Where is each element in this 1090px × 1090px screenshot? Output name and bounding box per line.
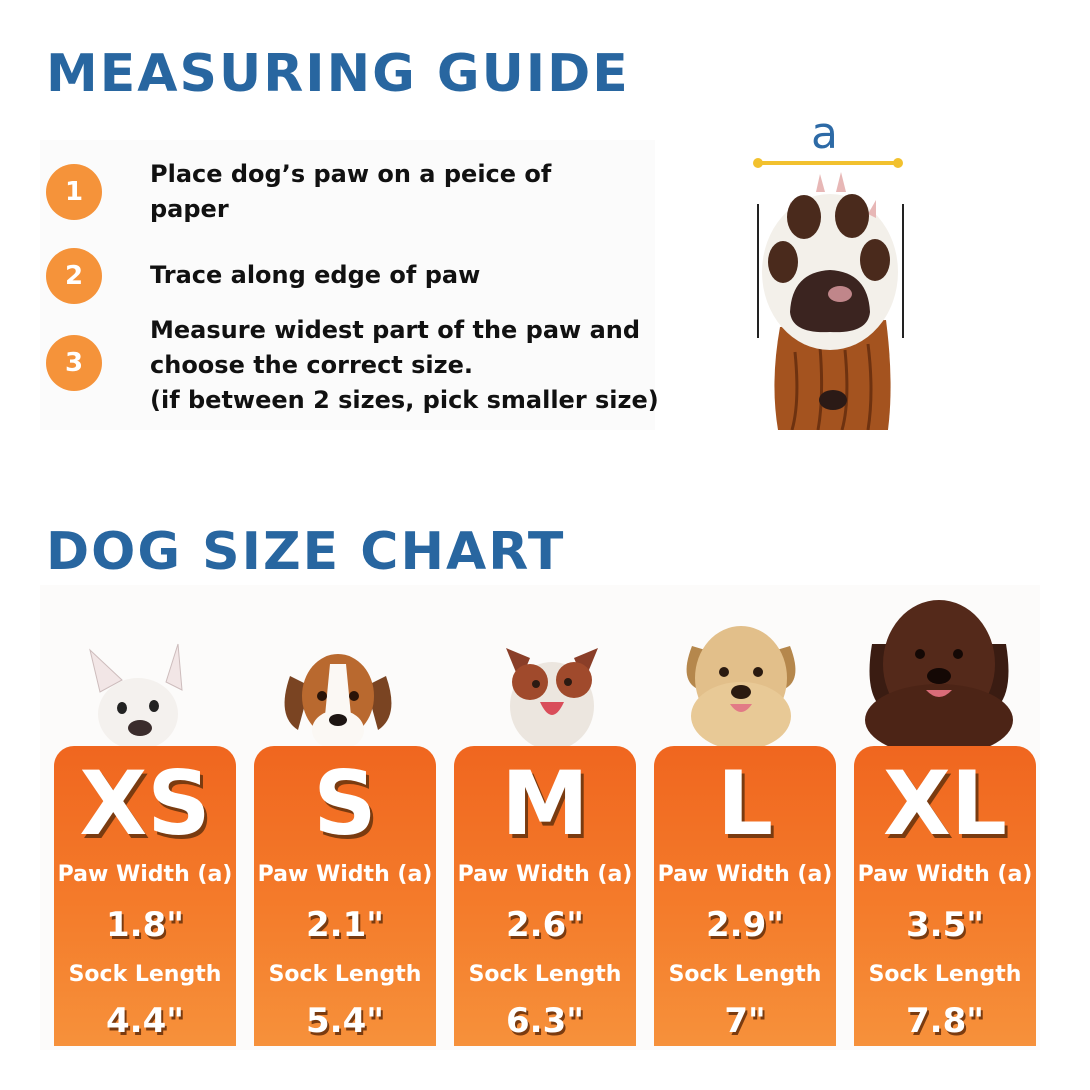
size-label: S	[313, 752, 377, 855]
size-label: L	[716, 752, 774, 855]
sock-length-label: Sock Length	[868, 962, 1022, 987]
paw-width-label: Paw Width (a)	[57, 862, 233, 887]
paw-width-label: a	[811, 108, 838, 159]
paw-width-value: 2.6"	[506, 905, 584, 945]
size-card-l: L Paw Width (a) 2.9" Sock Length 7"	[654, 746, 836, 1046]
paw-illustration-icon	[753, 158, 904, 430]
measuring-steps: 1 Place dog’s paw on a peice of paper 2 …	[40, 140, 659, 430]
paw-width-label: Paw Width (a)	[857, 862, 1033, 887]
paw-width-label: Paw Width (a)	[457, 862, 633, 887]
sock-length-value: 7.8"	[906, 1001, 984, 1041]
sock-length-label: Sock Length	[668, 962, 822, 987]
size-card-s: S Paw Width (a) 2.1" Sock Length 5.4"	[254, 746, 436, 1046]
step-2-badge: 2	[46, 248, 102, 304]
sock-length-label: Sock Length	[468, 962, 622, 987]
size-label: XL	[883, 752, 1007, 855]
size-label: XS	[79, 752, 211, 855]
step-1-badge: 1	[46, 164, 102, 220]
step-2-line-1: Trace along edge of paw	[150, 261, 481, 289]
size-card-xl: XL Paw Width (a) 3.5" Sock Length 7.8"	[854, 746, 1036, 1046]
beagle-image	[284, 654, 392, 750]
size-chart-title: DOG SIZE CHART	[46, 522, 566, 582]
australian-shepherd-image	[506, 648, 598, 750]
paw-diagram: a	[740, 112, 920, 430]
sock-length-value: 6.3"	[506, 1001, 584, 1041]
step-1-text: Place dog’s paw on a peice of paper	[150, 157, 551, 227]
sock-length-value: 7"	[724, 1001, 766, 1041]
paw-width-label: Paw Width (a)	[257, 862, 433, 887]
sock-length-label: Sock Length	[68, 962, 222, 987]
step-3-line-3: (if between 2 sizes, pick smaller size)	[150, 386, 659, 414]
newfoundland-image	[865, 600, 1013, 750]
labrador-image	[686, 626, 796, 750]
sock-length-value: 4.4"	[106, 1001, 184, 1041]
size-card-xs: XS Paw Width (a) 1.8" Sock Length 4.4"	[54, 746, 236, 1046]
step-3-line-2: choose the correct size.	[150, 351, 473, 379]
paw-width-value: 3.5"	[906, 905, 984, 945]
french-bulldog-image	[89, 643, 183, 750]
size-card-m: M Paw Width (a) 2.6" Sock Length 6.3"	[454, 746, 636, 1046]
step-1-line-2: paper	[150, 195, 229, 223]
sock-length-value: 5.4"	[306, 1001, 384, 1041]
sock-length-label: Sock Length	[268, 962, 422, 987]
paw-width-value: 2.1"	[306, 905, 384, 945]
step-3-text: Measure widest part of the paw and choos…	[150, 313, 659, 418]
paw-width-value: 2.9"	[706, 905, 784, 945]
step-3-badge: 3	[46, 335, 102, 391]
paw-width-value: 1.8"	[106, 905, 184, 945]
step-3-line-1: Measure widest part of the paw and	[150, 316, 641, 344]
step-2-text: Trace along edge of paw	[150, 258, 480, 293]
step-1-line-1: Place dog’s paw on a peice of	[150, 160, 552, 188]
size-label: M	[501, 752, 589, 855]
measuring-guide-title: MEASURING GUIDE	[46, 44, 630, 104]
paw-width-label: Paw Width (a)	[657, 862, 833, 887]
